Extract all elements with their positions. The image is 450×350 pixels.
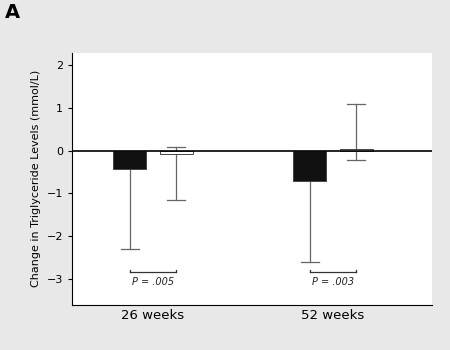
- Bar: [160, 151, 193, 154]
- Bar: [293, 151, 326, 182]
- Text: A: A: [4, 4, 20, 22]
- Bar: [340, 149, 373, 151]
- Text: P = .003: P = .003: [312, 277, 354, 287]
- Y-axis label: Change in Triglyceride Levels (mmol/L): Change in Triglyceride Levels (mmol/L): [31, 70, 41, 287]
- Text: P = .005: P = .005: [132, 277, 174, 287]
- Bar: [113, 151, 146, 169]
